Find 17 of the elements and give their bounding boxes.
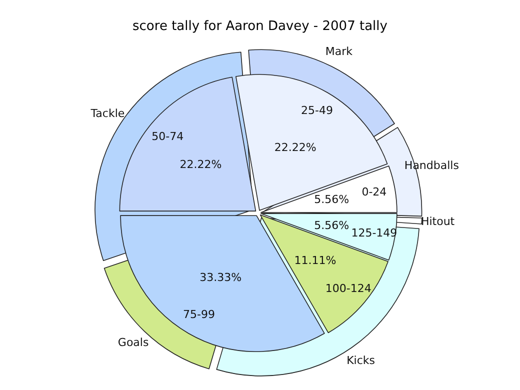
slice-label: 50-74 — [152, 130, 184, 144]
data-label: 22.22% — [274, 141, 316, 154]
slice-label: Mark — [325, 45, 354, 58]
slice-label: Hitout — [420, 214, 456, 228]
data-label: 5.56% — [314, 193, 350, 206]
slice-label: Tackle — [90, 106, 125, 120]
data-label: 22.22% — [180, 158, 222, 171]
slice-label: Kicks — [346, 354, 376, 367]
slice-label: 100-124 — [325, 282, 372, 295]
chart-title: score tally for Aaron Davey - 2007 tally — [132, 19, 388, 34]
slice-label: 25-49 — [301, 104, 333, 117]
data-label: 5.56% — [314, 219, 350, 232]
slice-label: Goals — [118, 336, 149, 349]
slice-label: 75-99 — [182, 308, 215, 322]
data-label: 11.11% — [294, 254, 336, 268]
data-label: 33.33% — [200, 270, 242, 284]
slice-label: 0-24 — [362, 186, 387, 199]
